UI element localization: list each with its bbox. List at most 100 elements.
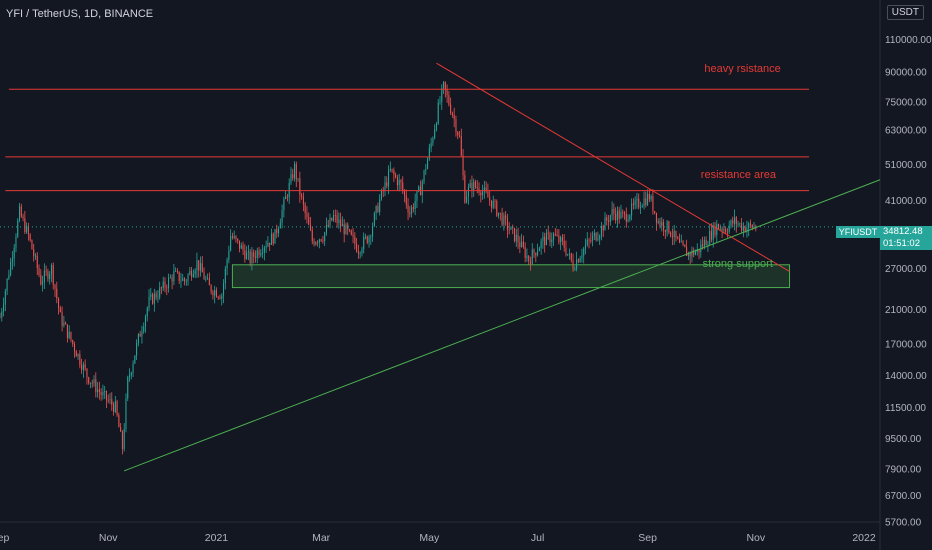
candle-up xyxy=(233,236,235,238)
candle-down xyxy=(191,270,193,278)
currency-button[interactable]: USDT xyxy=(886,5,924,20)
candle-up xyxy=(604,217,606,231)
candle-up xyxy=(359,252,361,254)
candle-up xyxy=(609,215,611,222)
candle-up xyxy=(661,221,663,226)
candle-up xyxy=(150,294,152,297)
candle-down xyxy=(343,224,345,235)
candle-down xyxy=(684,244,686,248)
candle-down xyxy=(86,368,88,378)
candle-down xyxy=(705,239,707,246)
candle-up xyxy=(11,258,13,262)
candle-up xyxy=(443,81,445,89)
candle-down xyxy=(331,217,333,221)
y-tick-label: 90000.00 xyxy=(885,68,927,79)
candle-up xyxy=(1,311,3,318)
candle-up xyxy=(593,233,595,236)
candle-down xyxy=(544,236,546,246)
candle-down xyxy=(686,247,688,256)
candle-up xyxy=(719,228,721,230)
candle-up xyxy=(537,251,539,256)
candle-up xyxy=(297,178,299,180)
candle-down xyxy=(749,223,752,226)
annotation-label[interactable]: strong support xyxy=(703,258,773,270)
candle-down xyxy=(505,215,507,219)
candle-up xyxy=(368,236,370,243)
candle-down xyxy=(403,190,406,196)
candle-down xyxy=(528,255,530,262)
candle-up xyxy=(251,252,253,264)
y-tick-label: 75000.00 xyxy=(885,97,927,108)
support-trendline[interactable] xyxy=(124,179,881,472)
candle-down xyxy=(663,221,665,231)
candle-up xyxy=(43,270,45,282)
candle-up xyxy=(694,251,697,255)
candle-down xyxy=(301,194,303,197)
support-zone[interactable] xyxy=(231,264,791,289)
candle-down xyxy=(311,230,313,242)
candle-down xyxy=(217,296,219,298)
candle-up xyxy=(540,240,542,249)
resistance-trendline[interactable] xyxy=(436,62,790,272)
candle-up xyxy=(742,226,744,231)
candle-up xyxy=(278,228,280,234)
candle-down xyxy=(464,175,466,203)
candle-up xyxy=(82,364,84,371)
candle-up xyxy=(189,270,191,275)
annotation-label[interactable]: heavy rsistance xyxy=(704,63,780,75)
x-tick-label: May xyxy=(419,532,440,544)
candle-down xyxy=(501,213,503,225)
candle-up xyxy=(49,274,51,279)
candle-down xyxy=(391,168,393,171)
candle-down xyxy=(100,392,102,396)
candle-down xyxy=(476,187,478,189)
candle-up xyxy=(226,259,228,269)
annotation-label[interactable]: resistance area xyxy=(701,169,777,181)
candle-down xyxy=(52,265,54,285)
candle-down xyxy=(242,245,244,251)
candle-up xyxy=(141,331,143,337)
candle-down xyxy=(24,218,26,233)
y-tick-label: 17000.00 xyxy=(885,339,927,350)
candle-up xyxy=(329,217,331,227)
candle-up xyxy=(15,236,17,248)
candle-down xyxy=(671,235,673,238)
candle-up xyxy=(482,191,484,196)
candle-up xyxy=(388,170,390,187)
candle-up xyxy=(583,248,585,256)
candle-up xyxy=(597,238,599,241)
candle-down xyxy=(238,240,241,249)
candle-down xyxy=(565,247,567,255)
candle-up xyxy=(643,198,645,207)
candle-up xyxy=(18,206,21,221)
candle-up xyxy=(207,278,209,280)
candle-up xyxy=(283,199,285,211)
candle-down xyxy=(198,260,200,271)
candle-up xyxy=(187,274,189,281)
candle-up xyxy=(246,252,248,260)
candle-down xyxy=(462,155,464,176)
candle-up xyxy=(290,174,292,184)
candle-up xyxy=(168,277,170,289)
candle-up xyxy=(737,223,739,225)
candle-up xyxy=(411,207,413,214)
y-tick-label: 9500.00 xyxy=(885,434,922,445)
candle-down xyxy=(458,135,461,137)
candle-down xyxy=(732,220,734,224)
candle-up xyxy=(428,147,430,159)
candle-up xyxy=(153,293,155,304)
candle-up xyxy=(260,253,262,256)
candle-down xyxy=(645,198,647,205)
candle-up xyxy=(650,196,652,200)
candle-up xyxy=(483,187,485,192)
candle-down xyxy=(95,379,97,393)
candle-down xyxy=(572,260,574,270)
candle-down xyxy=(254,256,257,259)
candle-down xyxy=(517,234,519,243)
candle-up xyxy=(542,236,544,241)
candle-up xyxy=(102,391,104,396)
candle-up xyxy=(414,201,416,210)
candle-up xyxy=(441,88,443,102)
candle-up xyxy=(432,138,434,144)
